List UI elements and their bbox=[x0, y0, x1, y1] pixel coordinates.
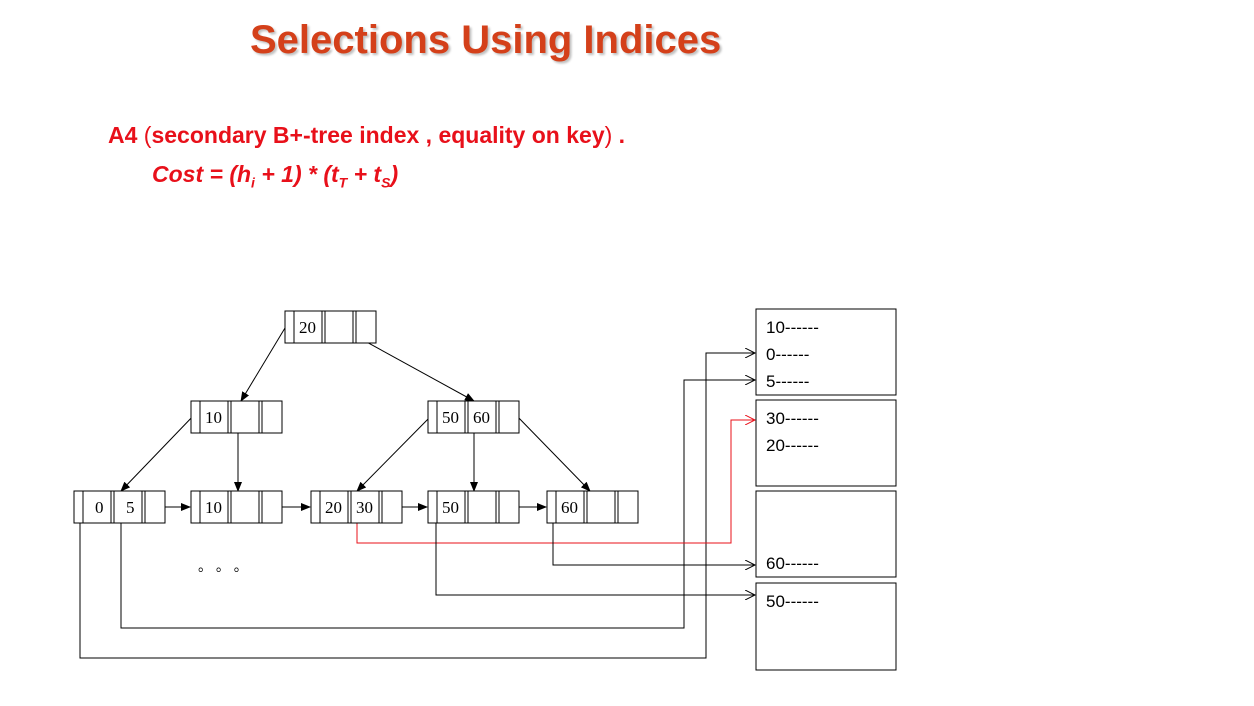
algorithm-description: secondary B+-tree index , equality on ke… bbox=[151, 122, 605, 148]
record-bucket: 30------ 20------ bbox=[755, 399, 897, 487]
record-pointer bbox=[552, 507, 755, 565]
node-key: 60 bbox=[473, 408, 490, 427]
record-bucket: 10------ 0------ 5------ bbox=[755, 308, 897, 396]
formula-part: + 1) * (t bbox=[254, 161, 339, 187]
tree-internal-node-right: 50 60 bbox=[427, 400, 520, 434]
record-pointer bbox=[79, 353, 755, 659]
tree-pointer bbox=[120, 412, 197, 492]
open-paren: ( bbox=[143, 122, 152, 148]
node-key: 50 bbox=[442, 498, 459, 517]
record-pointer bbox=[120, 380, 755, 629]
node-key: 50 bbox=[442, 408, 459, 427]
cost-label: Cost bbox=[152, 161, 204, 187]
record-entry: 50------ bbox=[766, 592, 819, 611]
tree-leaf-node-4: 50 bbox=[427, 490, 520, 524]
record-entry: 5------ bbox=[766, 372, 809, 391]
formula-part: ) bbox=[390, 161, 399, 187]
node-key: 20 bbox=[299, 318, 316, 337]
record-entry: 0------ bbox=[766, 345, 809, 364]
node-key: 5 bbox=[126, 498, 135, 517]
node-key: 10 bbox=[205, 498, 222, 517]
record-pointer bbox=[435, 507, 755, 595]
formula-part: + t bbox=[347, 161, 382, 187]
record-entry: 20------ bbox=[766, 436, 819, 455]
cost-formula: Cost = (hi + 1) * (tT + tS) bbox=[152, 161, 398, 191]
record-bucket: 60------ bbox=[755, 490, 897, 578]
tree-internal-node-left: 10 bbox=[190, 400, 283, 434]
record-bucket: 50------ bbox=[755, 582, 897, 671]
record-entry: 30------ bbox=[766, 409, 819, 428]
record-entry: 60------ bbox=[766, 554, 819, 573]
tree-leaf-node-2: 10 bbox=[190, 490, 283, 524]
algorithm-label: A4 bbox=[108, 122, 138, 148]
node-key: 60 bbox=[561, 498, 578, 517]
node-key: 10 bbox=[205, 408, 222, 427]
tree-pointer bbox=[356, 412, 435, 492]
tree-pointer bbox=[240, 322, 289, 402]
formula-sub: S bbox=[381, 174, 391, 191]
record-pointer-highlight bbox=[356, 420, 755, 544]
tree-pointer bbox=[513, 412, 591, 492]
node-key: 20 bbox=[325, 498, 342, 517]
record-entry: 10------ bbox=[766, 318, 819, 337]
node-key: 0 bbox=[95, 498, 104, 517]
tree-root-node: 20 bbox=[284, 310, 377, 344]
formula-part: = (h bbox=[203, 161, 252, 187]
ellipsis-text: 。 。 。 bbox=[198, 558, 248, 574]
slide-title: Selections Using Indices bbox=[250, 18, 722, 62]
tree-leaf-node-5: 60 bbox=[546, 490, 639, 524]
tree-leaf-node-3: 20 30 bbox=[310, 490, 403, 524]
algorithm-heading: A4 (secondary B+-tree index , equality o… bbox=[108, 122, 625, 149]
heading-trailing: . bbox=[612, 122, 626, 148]
close-paren: ) bbox=[604, 122, 613, 148]
formula-sub: i bbox=[251, 174, 255, 191]
node-key: 30 bbox=[356, 498, 373, 517]
formula-sub: T bbox=[338, 174, 348, 191]
